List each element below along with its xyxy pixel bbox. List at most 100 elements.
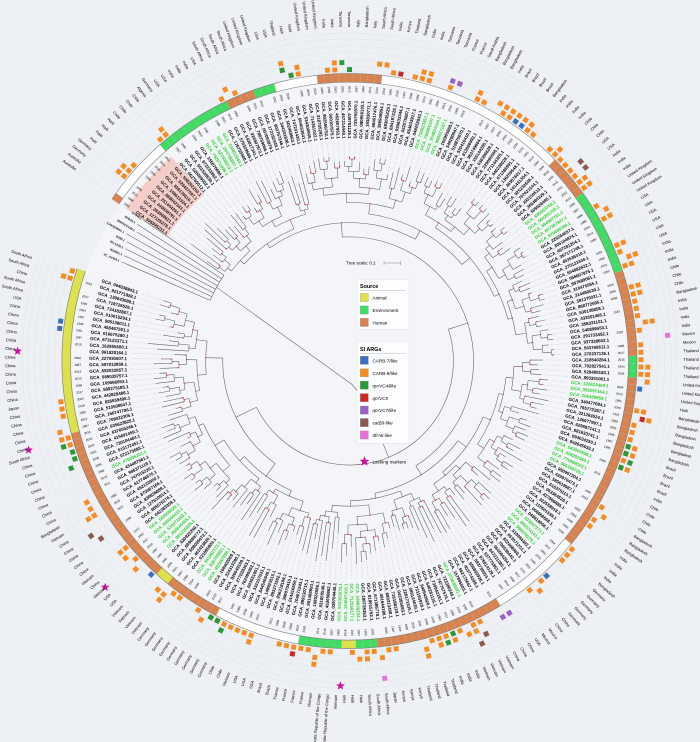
svg-text:2018: 2018 bbox=[84, 430, 92, 436]
svg-text:2000: 2000 bbox=[313, 88, 318, 95]
svg-text:2005: 2005 bbox=[341, 86, 345, 93]
svg-text:2009: 2009 bbox=[320, 87, 325, 94]
svg-text:1986: 1986 bbox=[110, 492, 118, 499]
svg-text:Bangladesh: Bangladesh bbox=[673, 440, 695, 450]
svg-text:South Africa: South Africa bbox=[11, 249, 34, 261]
svg-text:2017: 2017 bbox=[618, 351, 625, 355]
svg-text:GCA_194667416.1: GCA_194667416.1 bbox=[343, 583, 349, 621]
svg-text:GCA_981488993.1: GCA_981488993.1 bbox=[304, 579, 315, 618]
svg-text:2018: 2018 bbox=[542, 169, 550, 177]
svg-text:1987: 1987 bbox=[78, 315, 86, 320]
svg-text:USA: USA bbox=[240, 677, 247, 687]
svg-text:USA: USA bbox=[606, 142, 616, 151]
svg-text:Vietnam: Vietnam bbox=[489, 662, 500, 678]
svg-text:2019: 2019 bbox=[211, 593, 218, 601]
svg-text:1988: 1988 bbox=[97, 468, 105, 475]
svg-text:GCA_543768611.1: GCA_543768611.1 bbox=[572, 344, 610, 351]
svg-text:USA: USA bbox=[253, 31, 260, 41]
svg-text:Germany: Germany bbox=[188, 658, 200, 675]
svg-text:GCA_016675280.1: GCA_016675280.1 bbox=[91, 329, 130, 338]
svg-text:USA: USA bbox=[102, 592, 112, 602]
svg-text:2016: 2016 bbox=[517, 146, 525, 154]
svg-text:China: China bbox=[6, 380, 18, 386]
svg-text:Tanzania: Tanzania bbox=[338, 11, 343, 28]
svg-text:1999: 1999 bbox=[327, 86, 332, 93]
svg-text:India: India bbox=[571, 104, 581, 114]
svg-text:GCA_370237135.1: GCA_370237135.1 bbox=[572, 351, 611, 357]
svg-text:1996: 1996 bbox=[193, 582, 200, 590]
svg-text:2021: 2021 bbox=[368, 86, 373, 93]
svg-text:Thailand: Thailand bbox=[683, 365, 698, 370]
svg-text:1992: 1992 bbox=[123, 202, 131, 209]
svg-text:2017: 2017 bbox=[443, 611, 449, 619]
svg-text:USA: USA bbox=[160, 73, 169, 83]
svg-text:South Africa: South Africa bbox=[384, 693, 391, 716]
svg-text:1996: 1996 bbox=[404, 623, 409, 631]
svg-text:USA: USA bbox=[648, 207, 658, 215]
svg-text:VC_A1552.1: VC_A1552.1 bbox=[103, 252, 121, 263]
svg-text:USA: USA bbox=[601, 135, 611, 144]
svg-text:2018: 2018 bbox=[100, 474, 108, 481]
svg-text:1999: 1999 bbox=[124, 515, 132, 522]
svg-text:South Africa: South Africa bbox=[376, 694, 383, 717]
svg-text:2000: 2000 bbox=[205, 589, 212, 597]
svg-text:2005: 2005 bbox=[77, 397, 84, 402]
svg-text:2002: 2002 bbox=[279, 94, 285, 102]
svg-text:Tanzania: Tanzania bbox=[347, 11, 352, 28]
svg-text:Brazil: Brazil bbox=[531, 72, 541, 83]
svg-text:1995: 1995 bbox=[202, 126, 209, 134]
svg-text:2003: 2003 bbox=[456, 606, 462, 614]
svg-text:2011: 2011 bbox=[544, 543, 552, 551]
svg-text:Chile: Chile bbox=[641, 519, 652, 528]
svg-text:1997: 1997 bbox=[177, 570, 184, 578]
svg-text:1985: 1985 bbox=[79, 410, 87, 415]
svg-text:China: China bbox=[5, 363, 16, 368]
svg-text:China: China bbox=[63, 546, 75, 556]
svg-text:India: India bbox=[321, 19, 327, 29]
svg-text:GCA_126624469.1: GCA_126624469.1 bbox=[571, 380, 610, 389]
svg-text:2003: 2003 bbox=[534, 553, 542, 561]
svg-text:1997: 1997 bbox=[484, 122, 491, 130]
svg-text:1986: 1986 bbox=[127, 196, 135, 203]
svg-text:1995: 1995 bbox=[609, 289, 617, 295]
svg-text:2021: 2021 bbox=[272, 96, 278, 104]
svg-text:GCA_449701125.1: GCA_449701125.1 bbox=[347, 101, 352, 139]
svg-text:catB9-like: catB9-like bbox=[373, 421, 394, 426]
svg-text:2017: 2017 bbox=[82, 294, 90, 300]
svg-text:China: China bbox=[45, 517, 57, 527]
svg-text:1995: 1995 bbox=[529, 558, 537, 566]
svg-text:2021: 2021 bbox=[221, 116, 228, 124]
svg-text:Japan: Japan bbox=[392, 692, 398, 703]
svg-text:Brazil: Brazil bbox=[256, 682, 264, 693]
svg-text:United Kingdom: United Kingdom bbox=[292, 2, 301, 32]
svg-text:GCA_108836224.1: GCA_108836224.1 bbox=[355, 583, 361, 622]
svg-text:France: France bbox=[298, 690, 305, 704]
svg-text:India: India bbox=[622, 162, 633, 172]
svg-text:Haiti: Haiti bbox=[341, 695, 346, 703]
svg-text:2000: 2000 bbox=[609, 425, 617, 431]
svg-text:China: China bbox=[16, 269, 28, 277]
svg-text:2009: 2009 bbox=[611, 418, 619, 423]
svg-text:Brazil: Brazil bbox=[665, 465, 676, 473]
svg-text:China: China bbox=[9, 303, 21, 310]
svg-text:Chile: Chile bbox=[131, 93, 141, 104]
svg-text:2018: 2018 bbox=[78, 403, 86, 408]
svg-text:N16961.1: N16961.1 bbox=[109, 247, 123, 256]
svg-text:USA: USA bbox=[153, 78, 162, 88]
svg-text:India: India bbox=[439, 30, 446, 40]
svg-text:1986: 1986 bbox=[182, 574, 189, 582]
svg-text:Thailand: Thailand bbox=[683, 348, 698, 353]
svg-text:USA: USA bbox=[534, 637, 543, 647]
svg-text:India: India bbox=[661, 238, 672, 246]
svg-text:1999: 1999 bbox=[566, 517, 574, 524]
svg-text:2015: 2015 bbox=[519, 567, 527, 575]
svg-text:Chile: Chile bbox=[669, 263, 680, 271]
svg-text:2020: 2020 bbox=[583, 225, 591, 232]
svg-text:1994: 1994 bbox=[618, 365, 625, 369]
svg-text:Bangladesh: Bangladesh bbox=[422, 14, 432, 36]
svg-text:2021: 2021 bbox=[556, 185, 564, 193]
svg-text:GCA_039704445.1: GCA_039704445.1 bbox=[330, 582, 338, 621]
svg-text:GCA_961828164.1: GCA_961828164.1 bbox=[89, 349, 128, 355]
svg-text:India: India bbox=[430, 28, 437, 38]
svg-text:Brazil: Brazil bbox=[264, 684, 271, 695]
